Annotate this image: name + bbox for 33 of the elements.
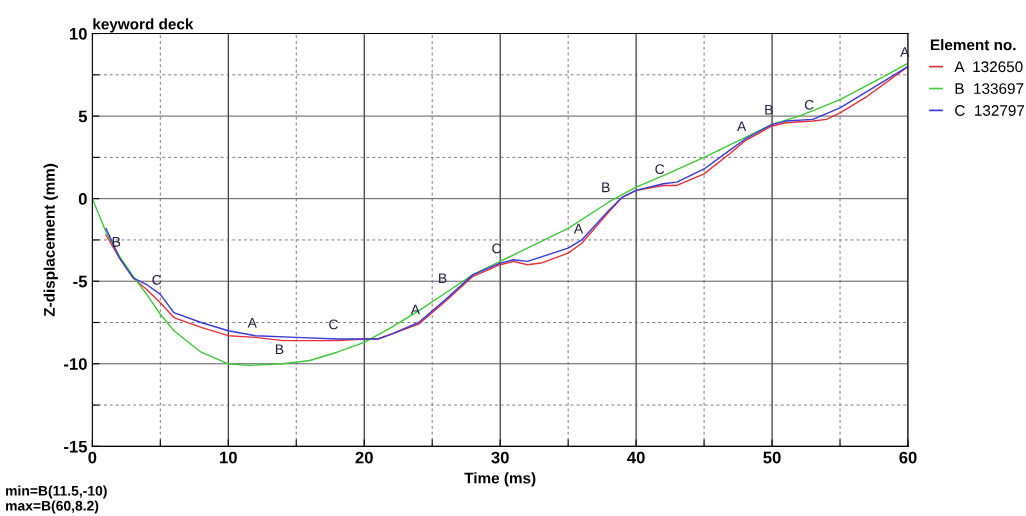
y-tick-label: -5	[73, 275, 88, 288]
x-tick-label: 10	[220, 451, 237, 464]
y-tick-label: 10	[69, 27, 87, 40]
annotation: C	[329, 319, 338, 330]
legend-label: C 132797	[955, 105, 1025, 116]
x-tick-label: 20	[355, 451, 373, 464]
annotation: C	[152, 274, 162, 285]
annotation: A	[573, 223, 584, 234]
annotation: A	[247, 317, 257, 328]
legend-label: B 133697	[955, 83, 1024, 95]
x-tick-label: 60	[899, 451, 917, 464]
x-tick-label: 50	[763, 451, 781, 464]
chart-title: keyword deck	[93, 18, 194, 33]
y-tick-label: 0	[78, 193, 87, 205]
text: min=B(11.5,-10) max=B(60,8.2)	[6, 485, 107, 514]
y-axis-title: Z-displacement (mm)	[43, 163, 58, 317]
annotation: C	[804, 99, 814, 110]
x-tick-label: 40	[627, 451, 645, 464]
annotation: C	[655, 164, 665, 175]
annotation: A	[410, 304, 420, 315]
legend-title: Element no.	[930, 39, 1016, 51]
annotation: A	[737, 121, 747, 132]
annotation: B	[602, 182, 610, 193]
x-axis-title: Time (ms)	[464, 472, 536, 487]
y-tick-label: -10	[64, 358, 87, 370]
y-tick-label: 5	[78, 110, 88, 123]
legend-label: A 132650	[954, 61, 1023, 73]
annotation: B	[112, 237, 121, 247]
annotation: B	[275, 344, 284, 354]
y-tick-label: -15	[64, 440, 88, 453]
x-tick-label: 30	[491, 451, 509, 464]
x-tick-label: 0	[88, 451, 97, 464]
annotation: B	[439, 273, 447, 283]
